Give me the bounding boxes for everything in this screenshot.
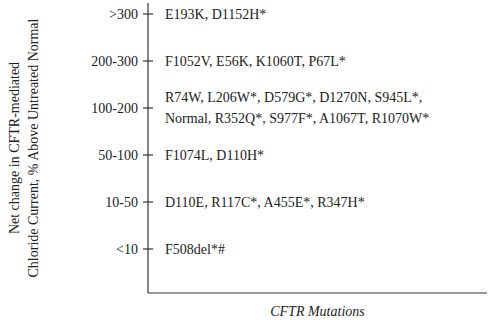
- x-axis: [148, 292, 487, 293]
- mutation-list: R74W, L206W*, D579G*, D1270N, S945L*,: [165, 90, 422, 105]
- tick: [143, 13, 153, 14]
- y-axis-title: Chloride Current, % Above Untreated Norm…: [26, 18, 41, 277]
- tick: [143, 60, 153, 61]
- tick: [143, 107, 153, 108]
- mutation-list: F1052V, E56K, K1060T, P67L*: [165, 54, 346, 69]
- y-axis-title: Net change in CFTR-mediated: [7, 62, 22, 234]
- tick-label: 200-300: [91, 54, 138, 69]
- mutation-list: Normal, R352Q*, S977F*, A1067T, R1070W*: [165, 111, 429, 126]
- mutation-list: D110E, R117C*, A455E*, R347H*: [165, 195, 365, 210]
- x-axis-title: CFTR Mutations: [270, 304, 365, 319]
- mutation-list: E193K, D1152H*: [165, 7, 266, 22]
- tick-label: >300: [109, 7, 138, 22]
- tick-label: 50-100: [98, 148, 138, 163]
- chart: >300 E193K, D1152H* 200-300 F1052V, E56K, K…: [0, 0, 492, 322]
- tick-label: 100-200: [91, 101, 138, 116]
- mutation-list: F1074L, D110H*: [165, 148, 264, 163]
- tick: [143, 201, 153, 202]
- tick-label: <10: [116, 242, 138, 257]
- tick-label: 10-50: [105, 195, 138, 210]
- tick: [143, 248, 153, 249]
- mutation-list: F508del*#: [165, 242, 225, 257]
- tick: [143, 154, 153, 155]
